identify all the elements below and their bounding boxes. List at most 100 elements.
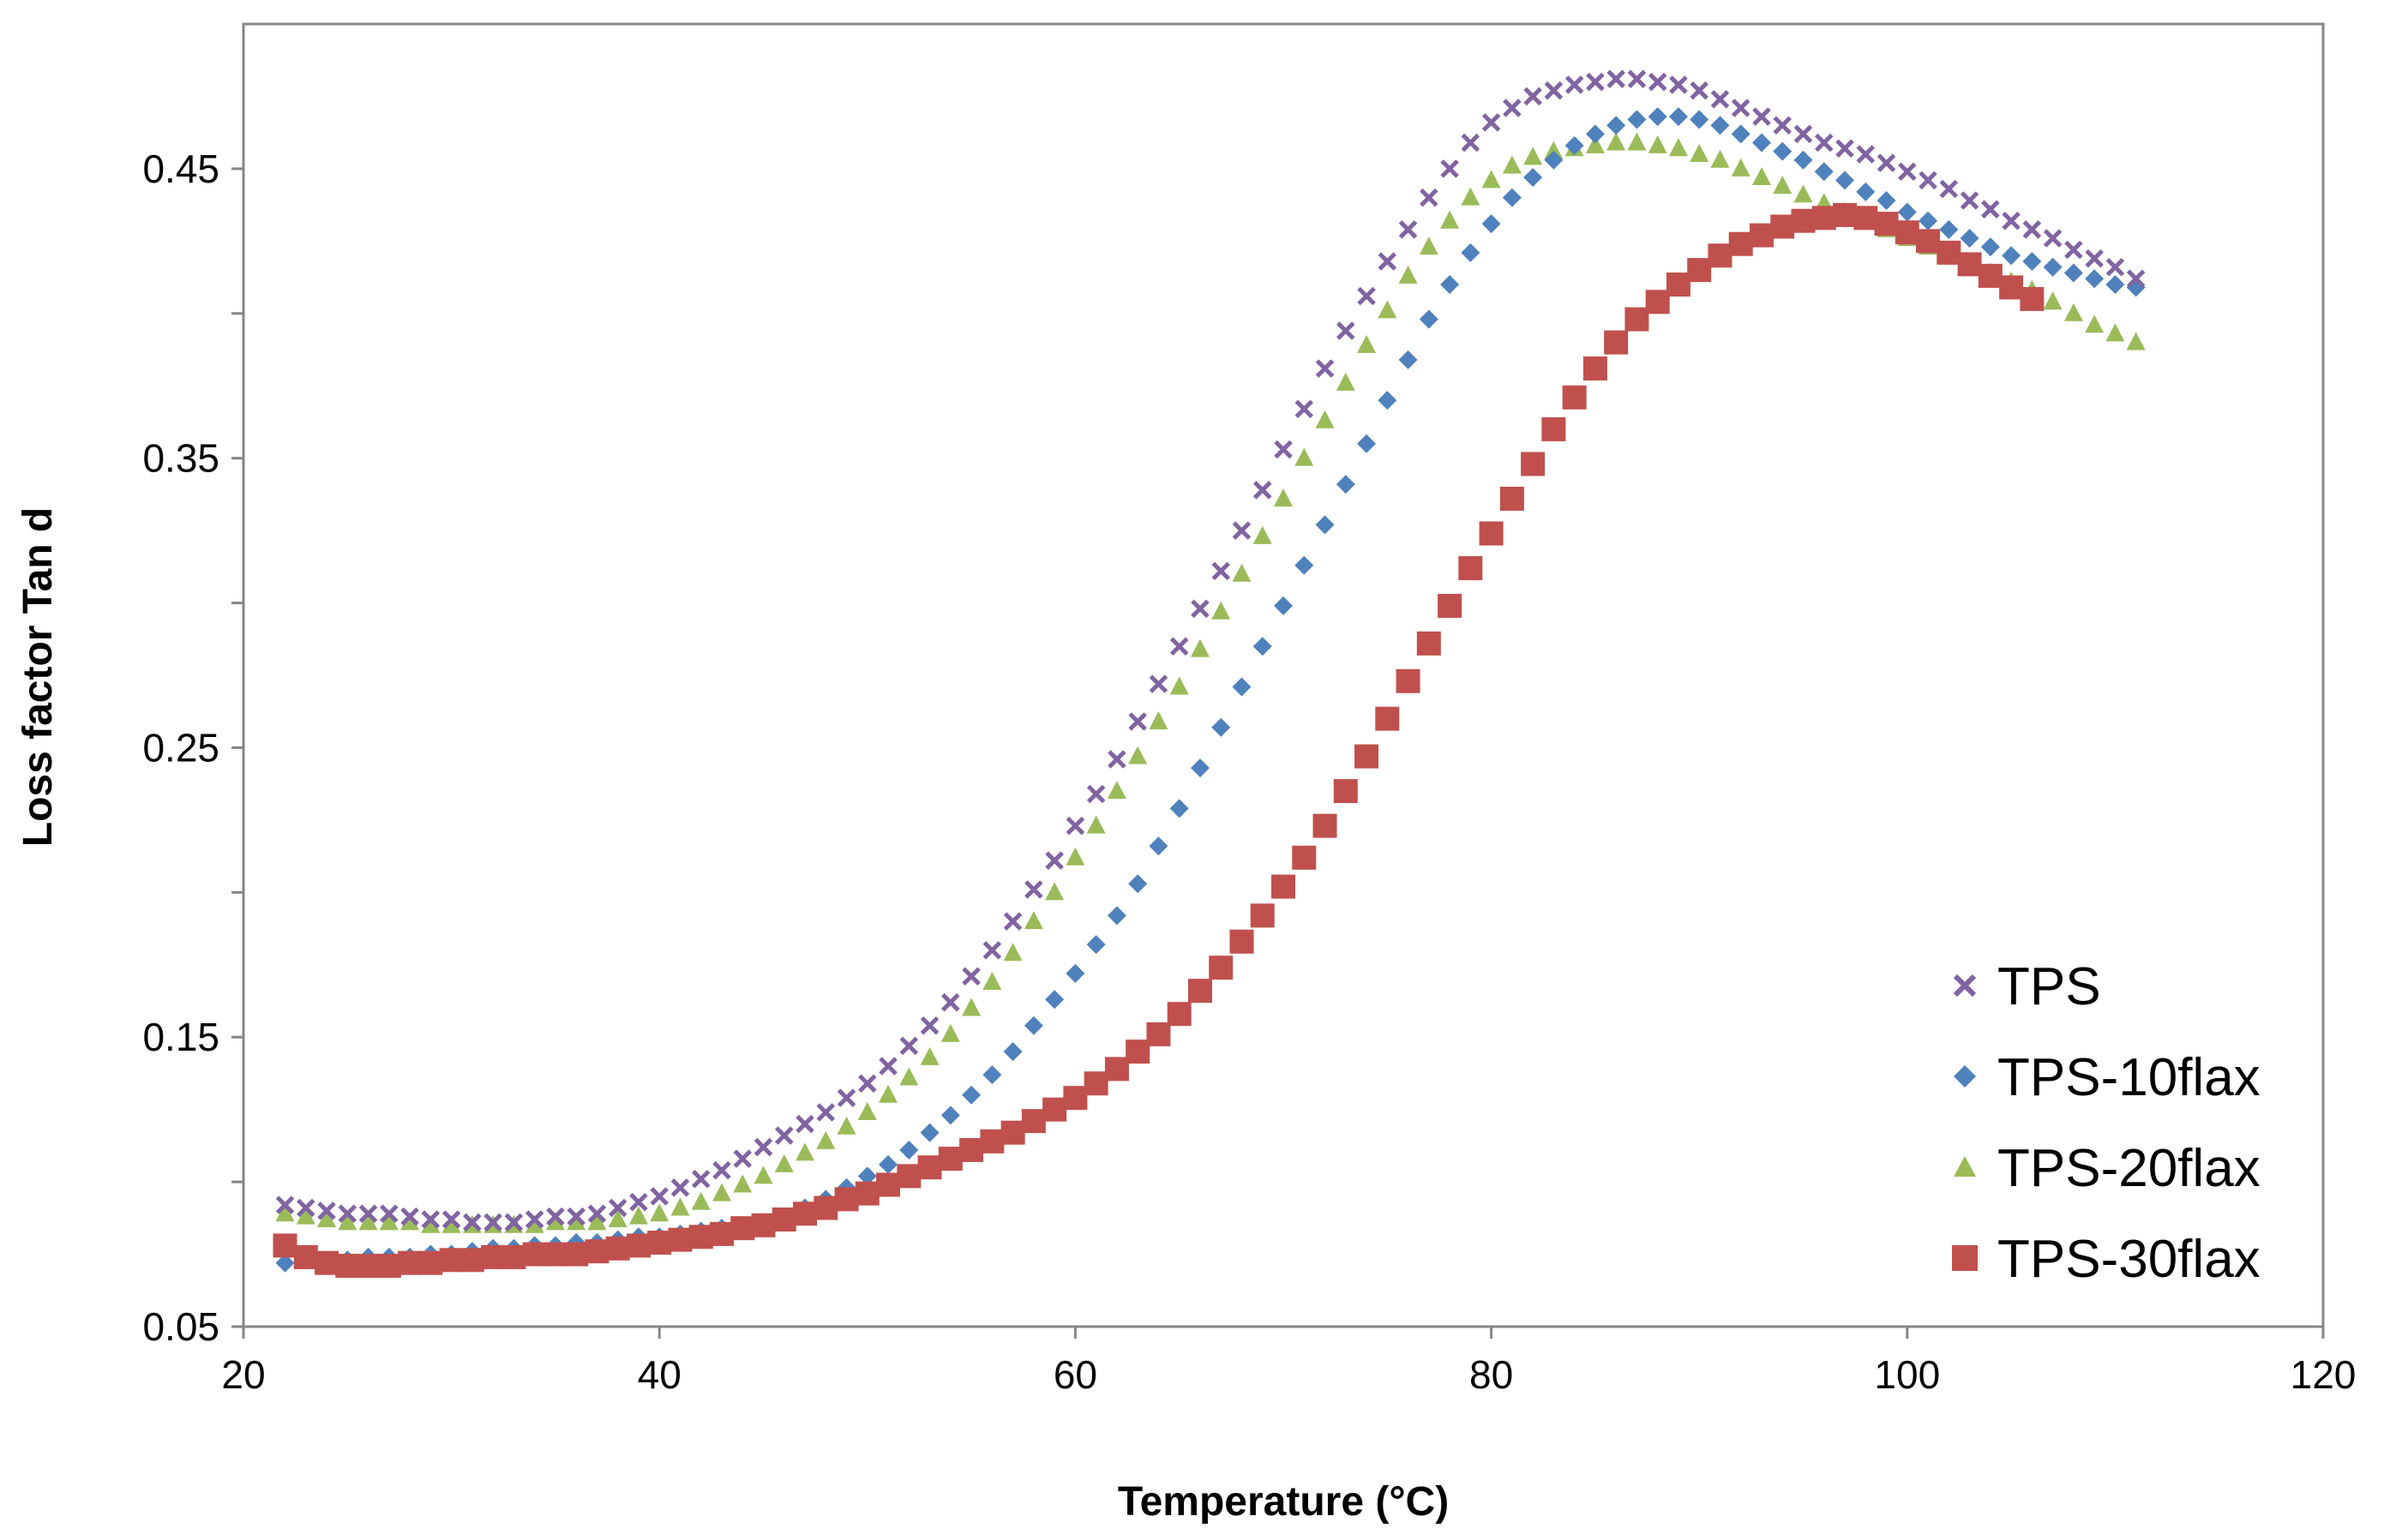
legend-entry-tps-20flax: TPS-20flax <box>1954 1139 2261 1198</box>
data-point-tps <box>1357 286 1376 306</box>
data-point-tps-10flax <box>1378 391 1397 410</box>
data-point-tps-10flax <box>1481 214 1501 234</box>
data-point-tps <box>1420 188 1438 207</box>
data-point-tps-20flax <box>1190 638 1210 657</box>
data-point-tps <box>2002 211 2021 231</box>
data-point-tps <box>1128 712 1147 731</box>
data-point-tps-30flax <box>730 1216 755 1241</box>
data-point-tps-20flax <box>1169 676 1189 695</box>
data-point-tps <box>525 1210 544 1229</box>
data-point-tps-30flax <box>1957 252 1982 277</box>
data-point-tps-30flax <box>1396 668 1420 693</box>
data-point-tps-10flax <box>1107 906 1126 926</box>
data-point-tps-30flax <box>1271 874 1295 899</box>
data-point-tps-30flax <box>1645 290 1670 315</box>
data-point-tps <box>941 992 960 1012</box>
data-point-tps-30flax <box>793 1201 818 1226</box>
data-point-tps <box>1835 139 1854 159</box>
data-point-tps <box>441 1210 461 1229</box>
data-point-tps <box>712 1160 731 1180</box>
data-point-tps <box>754 1137 773 1157</box>
data-point-tps-20flax <box>1045 882 1065 901</box>
legend-label-tps-30flax: TPS-30flax <box>1997 1230 2261 1289</box>
data-point-tps <box>275 1195 295 1214</box>
data-point-tps <box>1877 153 1896 172</box>
data-point-tps <box>1191 599 1210 619</box>
data-point-tps <box>1919 171 1937 190</box>
data-point-tps-30flax <box>1791 208 1816 233</box>
data-point-tps <box>1564 75 1584 94</box>
data-point-tps-20flax <box>1066 847 1085 866</box>
data-point-tps-30flax <box>459 1248 484 1273</box>
data-point-tps <box>670 1178 690 1197</box>
data-point-tps-20flax <box>1128 746 1148 764</box>
data-point-tps <box>2022 220 2042 239</box>
data-point-tps <box>733 1149 753 1168</box>
data-point-tps-20flax <box>837 1116 856 1135</box>
data-point-tps-10flax <box>1336 475 1355 494</box>
data-point-tps-20flax <box>296 1206 315 1225</box>
data-point-tps-30flax <box>293 1244 318 1269</box>
data-point-tps-10flax <box>1211 717 1231 737</box>
data-point-tps-10flax <box>1897 202 1917 222</box>
data-point-tps-30flax <box>1833 202 1858 227</box>
data-point-tps-20flax <box>816 1130 836 1149</box>
legend-entry-tps-30flax: TPS-30flax <box>1952 1230 2261 1289</box>
data-point-tps <box>1252 481 1272 500</box>
data-point-tps-10flax <box>857 1166 877 1186</box>
y-tick-label: 0.05 <box>142 1304 219 1349</box>
data-point-tps-30flax <box>1521 452 1546 476</box>
y-tick-label: 0.45 <box>142 147 219 191</box>
data-point-tps-20flax <box>962 998 982 1016</box>
data-point-tps-20flax <box>1232 563 1252 582</box>
data-point-tps-20flax <box>1773 176 1793 195</box>
data-point-tps-30flax <box>1916 229 1941 254</box>
y-axis-title: Loss factor Tan d <box>15 507 61 848</box>
data-point-tps-20flax <box>1585 135 1605 153</box>
data-point-tps-20flax <box>608 1209 628 1228</box>
data-point-tps-20flax <box>796 1142 815 1161</box>
data-point-tps <box>837 1088 856 1107</box>
data-point-tps <box>1793 124 1813 144</box>
data-point-tps-30flax <box>1604 330 1629 355</box>
data-point-tps <box>1294 399 1314 419</box>
data-point-tps-20flax <box>545 1212 565 1231</box>
legend-label-tps-10flax: TPS-10flax <box>1997 1048 2261 1107</box>
data-point-tps <box>1108 750 1126 769</box>
data-point-tps-30flax <box>917 1155 942 1180</box>
data-point-tps-30flax <box>1499 486 1524 511</box>
data-point-tps-20flax <box>650 1203 670 1222</box>
data-point-tps-10flax <box>1606 116 1626 135</box>
data-point-tps-10flax <box>1128 874 1148 894</box>
data-point-tps <box>982 941 1002 960</box>
data-point-tps-30flax <box>398 1250 423 1275</box>
data-point-tps-30flax <box>605 1236 630 1261</box>
data-point-tps-20flax <box>2043 291 2063 310</box>
data-point-tps-10flax <box>899 1140 919 1159</box>
data-point-tps-30flax <box>1582 356 1607 381</box>
data-point-tps-30flax <box>814 1195 838 1220</box>
data-point-tps <box>587 1204 607 1224</box>
data-point-tps-30flax <box>1354 744 1379 769</box>
data-point-tps-10flax <box>1252 637 1272 656</box>
data-point-tps <box>400 1207 419 1226</box>
data-point-tps-30flax <box>1187 979 1212 1004</box>
data-point-tps <box>1939 179 1959 199</box>
data-point-tps-20flax <box>670 1197 690 1216</box>
data-point-tps-10flax <box>1877 191 1896 211</box>
data-point-tps-30flax <box>1853 206 1878 231</box>
data-point-tps-20flax <box>1024 911 1043 930</box>
data-point-tps-30flax <box>1541 416 1566 441</box>
data-point-tps-10flax <box>1814 162 1834 182</box>
data-point-tps-20flax <box>1274 488 1293 506</box>
data-point-tps <box>796 1114 814 1134</box>
data-point-tps-20flax <box>1149 711 1168 730</box>
data-point-tps-30flax <box>876 1172 901 1197</box>
data-point-tps-20flax <box>1440 210 1460 229</box>
data-point-tps-20flax <box>1481 170 1501 189</box>
data-point-tps-10flax <box>275 1253 295 1273</box>
x-tick-label: 60 <box>1054 1352 1097 1397</box>
axes: 20 40 60 80 100 120 0.05 0.15 0.25 0.35 0.45 <box>142 147 2356 1397</box>
data-point-tps-20flax <box>358 1212 378 1231</box>
data-point-tps <box>816 1103 836 1122</box>
